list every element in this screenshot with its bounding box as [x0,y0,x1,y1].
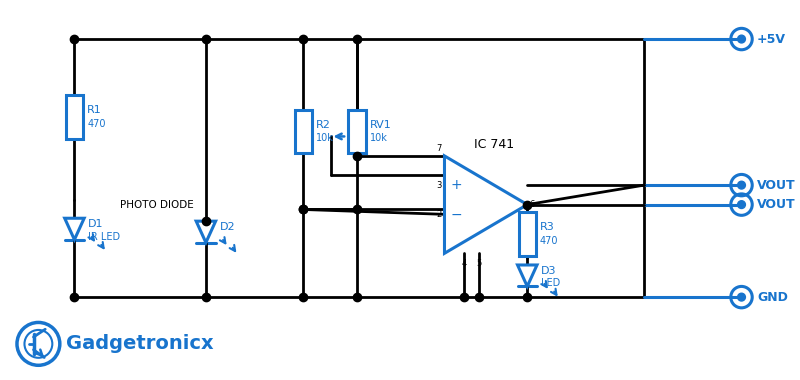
Polygon shape [518,265,537,287]
Text: D3: D3 [541,266,556,276]
Text: VOUT: VOUT [757,198,796,211]
Text: PHOTO DIODE: PHOTO DIODE [121,200,194,210]
Text: Gadgetronicx: Gadgetronicx [66,334,214,353]
Circle shape [738,35,746,43]
Text: +5V: +5V [757,33,786,46]
Text: R3: R3 [540,222,554,232]
Text: 470: 470 [87,119,106,129]
Text: 3: 3 [436,180,442,190]
Polygon shape [65,218,84,240]
Text: 7: 7 [436,144,442,153]
Text: R2: R2 [316,120,331,130]
Circle shape [738,293,746,301]
Circle shape [738,181,746,189]
Circle shape [738,201,746,209]
FancyBboxPatch shape [518,212,536,256]
Text: 4: 4 [462,259,466,268]
Text: −: − [450,207,462,221]
Text: 10k: 10k [316,133,334,143]
FancyBboxPatch shape [66,95,83,139]
FancyBboxPatch shape [348,110,366,154]
Polygon shape [445,156,527,253]
Text: IR LED: IR LED [88,232,120,242]
Text: 10k: 10k [370,133,387,143]
Text: IC 741: IC 741 [474,138,514,151]
Text: LED: LED [541,279,560,288]
Text: R1: R1 [87,105,102,115]
Text: 470: 470 [540,236,558,245]
Text: RV1: RV1 [370,120,391,130]
Text: 6: 6 [530,200,534,209]
Text: GND: GND [757,291,788,304]
Text: D1: D1 [88,219,103,229]
FancyBboxPatch shape [294,110,312,154]
Text: 2: 2 [436,210,442,219]
Text: 5: 5 [476,259,481,268]
Text: D2: D2 [219,222,235,232]
Polygon shape [196,221,216,242]
Text: +: + [450,178,462,192]
Text: VOUT: VOUT [757,179,796,192]
